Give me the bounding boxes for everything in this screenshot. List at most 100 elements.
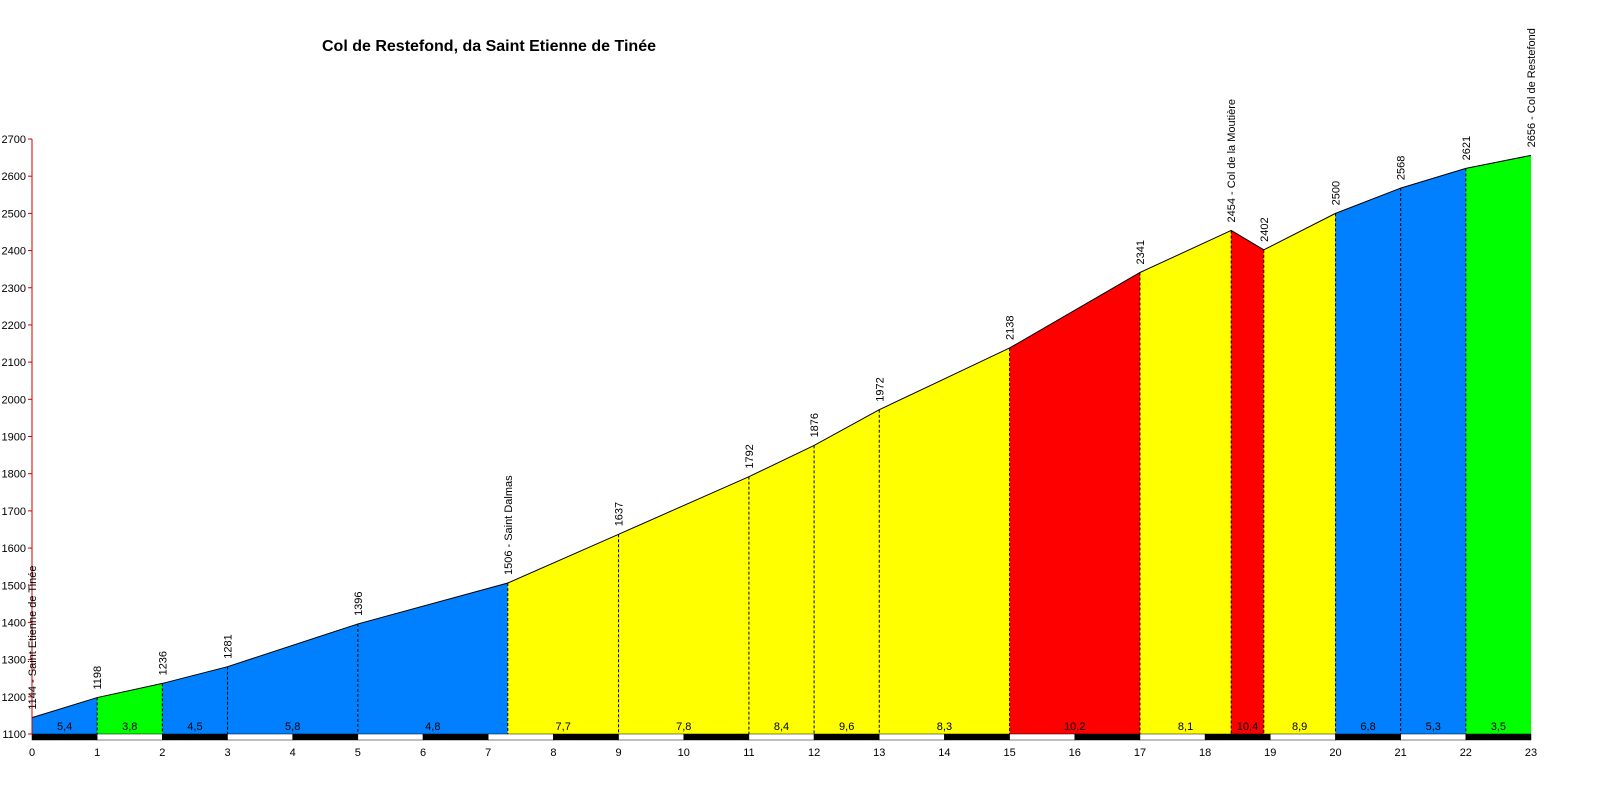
y-tick-label: 1200 [2,692,26,704]
y-tick-label: 2100 [2,357,26,369]
gradient-label: 6,8 [1360,721,1375,733]
segment-fill-11 [1139,230,1232,734]
y-tick-label: 2000 [2,394,26,406]
x-tick-label: 11 [743,747,754,759]
x-tick-label: 23 [1525,747,1537,759]
km-bar-cell [1270,733,1336,741]
segment-fill-8 [814,409,880,734]
km-bar-cell [357,733,424,741]
elevation-label: 1198 [92,666,104,690]
km-bar-cell [944,733,1010,741]
km-bar-cell [683,733,750,741]
x-tick-label: 12 [808,747,820,759]
elevation-label: 2402 [1259,217,1271,241]
y-tick-label: 1100 [2,729,26,741]
elevation-label: 2500 [1330,181,1342,205]
x-tick-label: 2 [159,747,165,759]
segment-fill-9 [879,347,1010,734]
y-tick-label: 1300 [2,655,26,667]
elevation-label: 2454 - Col de la Moutière [1226,99,1238,223]
km-bar-cell [748,733,815,741]
km-bar-cell [487,733,554,741]
gradient-label: 8,1 [1178,721,1193,733]
km-bar-cell [1074,733,1141,741]
km-bar-cell [813,733,880,741]
x-tick-label: 5 [355,747,361,759]
x-tick-label: 3 [224,747,230,759]
x-tick-label: 20 [1329,747,1341,759]
elevation-label: 2621 [1461,136,1473,160]
x-tick-label: 10 [678,747,690,759]
km-bar-cell [292,733,359,741]
x-tick-label: 15 [1003,747,1015,759]
elevation-label: 1281 [223,634,235,658]
gradient-label: 9,6 [839,721,854,733]
x-tick-label: 4 [290,747,296,759]
gradient-label: 5,3 [1426,721,1441,733]
km-bar-cell [1139,733,1206,741]
x-tick-label: 6 [420,747,426,759]
gradient-label: 7,7 [556,721,571,733]
y-tick-label: 2700 [2,134,26,146]
km-bar-cell [1335,733,1401,741]
y-tick-label: 2600 [2,171,26,183]
elevation-label: 2656 - Col de Restefond [1526,28,1538,147]
y-tick-label: 1500 [2,580,26,592]
segment-fill-5 [507,534,619,734]
y-tick-label: 1900 [2,432,26,444]
y-tick-label: 2200 [2,320,26,332]
segment-fill-0 [32,697,98,734]
segment-fill-16 [1465,155,1531,735]
x-tick-label: 18 [1199,747,1211,759]
km-bar-cell [1204,733,1271,741]
x-tick-label: 22 [1460,747,1472,759]
gradient-label: 4,8 [425,721,440,733]
elevation-label: 1236 [157,651,169,675]
km-bar-cell [422,733,489,741]
elevation-label: 1792 [744,444,756,468]
km-bar-cell [227,733,293,741]
x-tick-label: 9 [616,747,622,759]
segment-fill-2 [162,666,228,734]
elevation-label: 1506 - Saint Dalmas [503,475,515,575]
segment-fill-14 [1335,188,1401,734]
elevation-label: 2568 [1396,156,1408,180]
gradient-label: 4,5 [187,721,202,733]
gradient-label: 5,8 [285,721,300,733]
gradient-label: 10,2 [1064,721,1085,733]
segment-fill-13 [1263,213,1336,734]
km-bar-cell [1465,733,1532,741]
chart-title: Col de Restefond, da Saint Etienne de Ti… [322,38,656,55]
gradient-label: 8,3 [937,721,952,733]
x-tick-label: 8 [550,747,556,759]
x-tick-label: 13 [873,747,885,759]
gradient-label: 3,5 [1491,721,1506,733]
km-bar-cell [618,733,684,741]
segment-fill-6 [618,476,749,734]
gradient-label: 8,4 [774,721,789,733]
y-tick-label: 2300 [2,283,26,295]
y-tick-label: 1800 [2,469,26,481]
elevation-label: 2138 [1005,316,1017,340]
segment-fill-1 [97,683,163,734]
x-tick-label: 1 [94,747,100,759]
segment-fill-10 [1009,272,1140,734]
x-tick-label: 16 [1069,747,1081,759]
gradient-label: 5,4 [57,721,72,733]
y-tick-label: 1600 [2,543,26,555]
gradient-label: 10,4 [1237,721,1258,733]
gradient-label: 3,8 [122,721,137,733]
profile-outline [31,154,1532,719]
x-tick-label: 17 [1134,747,1146,759]
gradient-label: 8,9 [1292,721,1307,733]
km-bar-cell [162,733,228,741]
y-tick-label: 2400 [2,246,26,258]
elevation-label: 1972 [874,377,886,401]
x-tick-label: 14 [938,747,950,759]
km-bar-cell [879,733,945,741]
km-bar-cell [1009,733,1076,741]
y-tick-label: 2500 [2,208,26,220]
gradient-label: 7,8 [676,721,691,733]
elevation-label: 1637 [614,502,626,526]
